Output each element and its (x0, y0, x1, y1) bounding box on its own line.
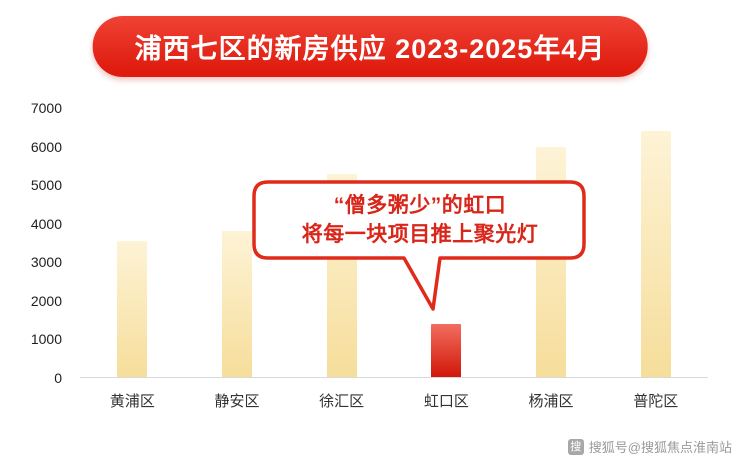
y-tick-0: 0 (54, 370, 62, 386)
bar-cell (394, 108, 499, 378)
bar-黄浦区 (117, 241, 148, 378)
callout-line1: “僧多粥少”的虹口 (333, 194, 507, 217)
watermark-text: 搜狐号@搜狐焦点淮南站 (588, 440, 732, 455)
y-tick-1000: 1000 (30, 331, 62, 348)
bar-cell (80, 108, 185, 378)
callout-bubble-shape (252, 180, 586, 311)
y-tick-6000: 6000 (30, 138, 62, 155)
chart-title: 浦西七区的新房供应 2023-2025年4月 (134, 34, 606, 64)
callout-line2: 将每一块项目推上聚光灯 (301, 223, 539, 246)
bar-静安区 (222, 231, 252, 378)
bar-chart: 0 1000 2000 3000 4000 5000 6000 7000 黄浦区 静安区 徐汇区 虹… (18, 100, 718, 412)
callout-annotation: “僧多粥少”的虹口 将每一块项目推上聚光灯 (252, 191, 588, 249)
y-tick-3000: 3000 (30, 254, 62, 271)
x-label-黄浦区: 黄浦区 (109, 393, 155, 410)
bar-普陀区 (640, 131, 671, 378)
y-tick-4000: 4000 (30, 215, 62, 232)
y-tick-5000: 5000 (30, 177, 62, 194)
x-label-静安区: 静安区 (214, 393, 260, 410)
x-label-普陀区: 普陀区 (633, 393, 679, 410)
x-label-杨浦区: 杨浦区 (528, 393, 574, 410)
bar-cell (185, 108, 290, 378)
x-labels-row: 黄浦区 静安区 徐汇区 虹口区 杨浦区 普陀区 (80, 380, 708, 412)
y-axis: 0 1000 2000 3000 4000 5000 6000 7000 (18, 100, 70, 386)
y-tick-2000: 2000 (30, 292, 62, 309)
x-label-徐汇区: 徐汇区 (319, 393, 365, 410)
x-axis-baseline (80, 377, 708, 378)
chart-title-banner: 浦西七区的新房供应 2023-2025年4月 (92, 16, 648, 77)
y-tick-7000: 7000 (30, 100, 62, 116)
bar-cell (603, 108, 708, 378)
bar-虹口区 (431, 324, 462, 378)
callout-bubble (252, 180, 586, 311)
x-label-虹口区: 虹口区 (423, 393, 469, 410)
sohu-logo-icon: 搜 (567, 438, 584, 455)
watermark: 搜 搜狐号@搜狐焦点淮南站 (567, 437, 732, 456)
